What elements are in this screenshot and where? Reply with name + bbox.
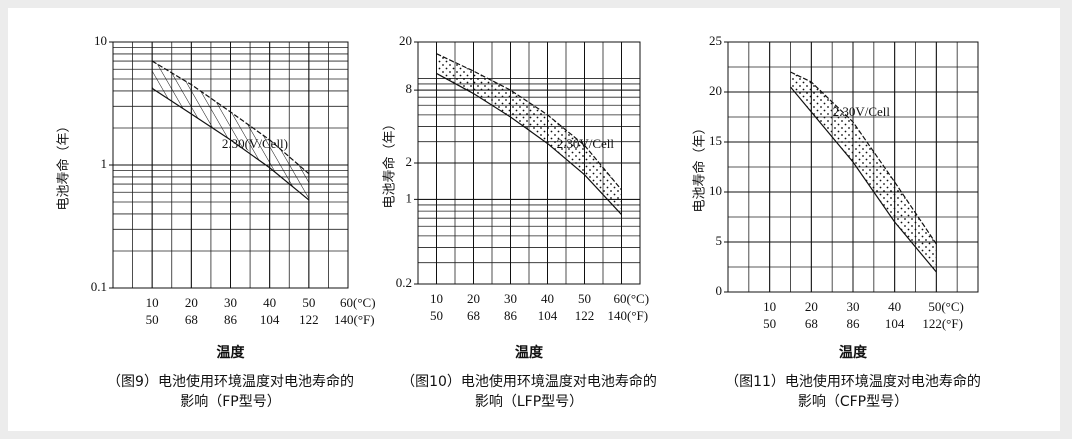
x-tick-label: 30 bbox=[224, 295, 237, 310]
y-tick-label: 10 bbox=[94, 33, 107, 48]
x-tick-label-f: 86 bbox=[224, 312, 238, 327]
band-edge bbox=[790, 86, 937, 273]
x-axis-label: 温度 bbox=[515, 344, 544, 361]
x-tick-label-f: 50 bbox=[146, 312, 159, 327]
x-axis-label: 温度 bbox=[217, 344, 246, 361]
y-tick-label: 20 bbox=[709, 83, 722, 98]
x-tick-label: 50(°C) bbox=[928, 299, 964, 314]
caption: （图10）电池使用环境温度对电池寿命的影响（LFP型号） bbox=[401, 374, 657, 410]
annotation: 2.30V/Cell bbox=[833, 104, 891, 119]
x-tick-label: 20 bbox=[185, 295, 198, 310]
band-edge bbox=[436, 72, 622, 215]
x-tick-label: 20 bbox=[467, 291, 480, 306]
x-tick-label: 10 bbox=[763, 299, 776, 314]
x-tick-label: 40 bbox=[263, 295, 276, 310]
x-tick-label-f: 68 bbox=[467, 308, 480, 323]
band-fill bbox=[152, 61, 309, 200]
x-tick-label-f: 104 bbox=[885, 316, 905, 331]
x-axis-label: 温度 bbox=[839, 344, 868, 361]
y-tick-label: 1 bbox=[101, 156, 108, 171]
x-tick-label-f: 86 bbox=[847, 316, 861, 331]
x-tick-label: 10 bbox=[430, 291, 443, 306]
band-edge bbox=[151, 60, 310, 175]
band-edge bbox=[790, 71, 937, 245]
x-tick-label-f: 86 bbox=[504, 308, 518, 323]
x-tick-label-f: 122(°F) bbox=[922, 316, 963, 331]
y-tick-label: 0.1 bbox=[91, 279, 107, 294]
y-axis-label: 电池寿命（年） bbox=[56, 119, 72, 210]
y-axis-label: 电池寿命（年） bbox=[692, 121, 708, 212]
x-tick-label: 50 bbox=[578, 291, 591, 306]
caption: （图9）电池使用环境温度对电池寿命的影响（FP型号） bbox=[107, 374, 354, 410]
x-tick-label-f: 68 bbox=[805, 316, 818, 331]
x-tick-label: 30 bbox=[847, 299, 860, 314]
annotation: 2.30V/Cell bbox=[557, 136, 615, 151]
y-tick-label: 8 bbox=[406, 81, 413, 96]
x-tick-label-f: 122 bbox=[299, 312, 319, 327]
x-tick-label: 10 bbox=[146, 295, 159, 310]
y-tick-label: 15 bbox=[709, 133, 722, 148]
band-fill bbox=[436, 53, 622, 215]
annotation: 2.30(V/Cell) bbox=[222, 136, 288, 151]
caption: （图11）电池使用环境温度对电池寿命的影响（CFP型号） bbox=[725, 374, 981, 410]
x-tick-label: 30 bbox=[504, 291, 517, 306]
x-tick-label: 50 bbox=[302, 295, 315, 310]
x-tick-label-f: 104 bbox=[260, 312, 280, 327]
y-axis-label: 电池寿命（年） bbox=[382, 117, 398, 208]
y-tick-label: 2 bbox=[406, 154, 413, 169]
band-edge bbox=[436, 53, 622, 191]
x-tick-label: 60(°C) bbox=[340, 295, 376, 310]
y-tick-label: 10 bbox=[709, 183, 722, 198]
band-fill bbox=[790, 72, 937, 272]
y-tick-label: 20 bbox=[399, 33, 412, 48]
x-tick-label-f: 68 bbox=[185, 312, 198, 327]
x-tick-label: 40 bbox=[541, 291, 554, 306]
band-edge bbox=[151, 87, 310, 201]
y-tick-label: 0.2 bbox=[396, 275, 412, 290]
x-tick-label-f: 104 bbox=[538, 308, 558, 323]
x-tick-label: 20 bbox=[805, 299, 818, 314]
y-tick-label: 25 bbox=[709, 33, 722, 48]
x-tick-label-f: 140(°F) bbox=[608, 308, 649, 323]
y-tick-label: 0 bbox=[716, 283, 723, 298]
x-tick-label-f: 122 bbox=[575, 308, 595, 323]
x-tick-label-f: 50 bbox=[430, 308, 443, 323]
x-tick-label: 60(°C) bbox=[614, 291, 650, 306]
y-tick-label: 1 bbox=[406, 190, 413, 205]
x-tick-label-f: 50 bbox=[763, 316, 776, 331]
x-tick-label-f: 140(°F) bbox=[334, 312, 375, 327]
y-tick-label: 5 bbox=[716, 233, 723, 248]
x-tick-label: 40 bbox=[888, 299, 901, 314]
